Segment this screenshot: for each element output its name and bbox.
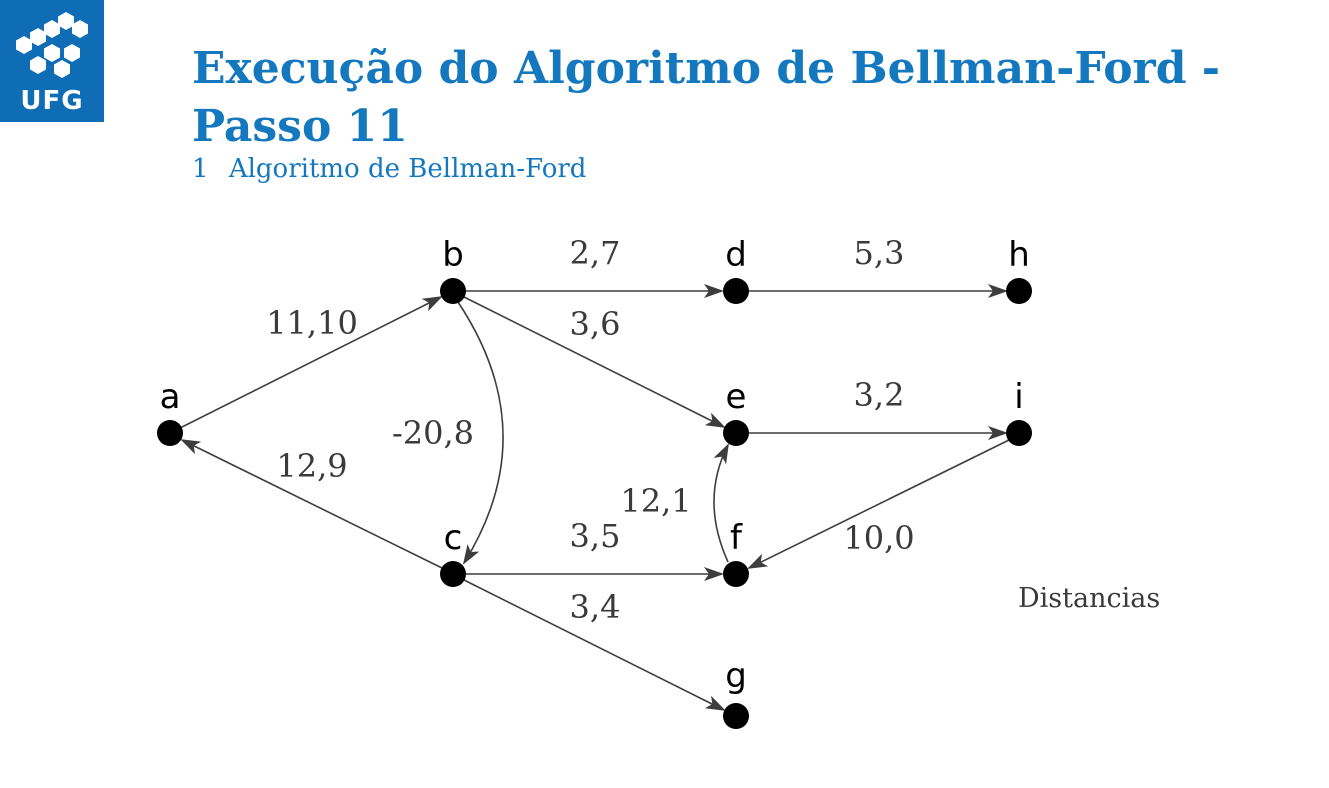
edge-label-c-g: 3,4 [570,588,621,626]
edge-label-c-f: 3,5 [570,517,621,555]
edge-b-c [457,301,504,565]
node-label-g: g [725,656,747,696]
edge-label-c-a: 12,9 [276,447,347,485]
ufg-logo-text: UFG [20,86,84,116]
section-name: Algoritmo de Bellman-Ford [228,154,587,184]
node-label-d: d [725,235,747,275]
node-e [723,420,749,446]
node-label-f: f [730,518,743,558]
node-a [157,420,183,446]
node-label-e: e [726,377,747,417]
node-d [723,278,749,304]
edge-label-d-h: 5,3 [854,234,905,272]
node-c [440,561,466,587]
section-number: 1 [192,154,209,184]
page-title: Execução do Algoritmo de Bellman-Ford - … [192,43,1221,152]
node-i [1006,420,1032,446]
node-label-i: i [1014,377,1023,417]
edge-label-b-c: -20,8 [392,414,474,452]
node-b [440,278,466,304]
node-label-h: h [1008,235,1030,275]
edge-i-f [747,439,1010,569]
node-label-c: c [444,518,463,558]
edge-label-f-e: 12,1 [620,482,691,520]
node-label-a: a [160,377,181,417]
edge-label-b-e: 3,6 [570,305,621,343]
edge-c-g [463,579,726,711]
hexagon-cluster-icon [16,12,88,78]
edge-label-a-b: 11,10 [266,304,358,342]
node-h [1006,278,1032,304]
edge-b-e [463,296,726,428]
edge-c-a [180,439,443,569]
edge-label-e-i: 3,2 [854,376,905,414]
section-subtitle: 1 Algoritmo de Bellman-Ford [192,154,586,184]
edge-label-i-f: 10,0 [843,519,914,557]
node-label-b: b [442,235,464,275]
ufg-logo: UFG [0,0,104,122]
edge-f-e [713,443,729,563]
edge-label-b-d: 2,7 [570,234,621,272]
node-g [723,703,749,729]
edge-a-b [179,296,443,429]
node-f [723,561,749,587]
distancias-label: Distancias [1018,583,1161,614]
